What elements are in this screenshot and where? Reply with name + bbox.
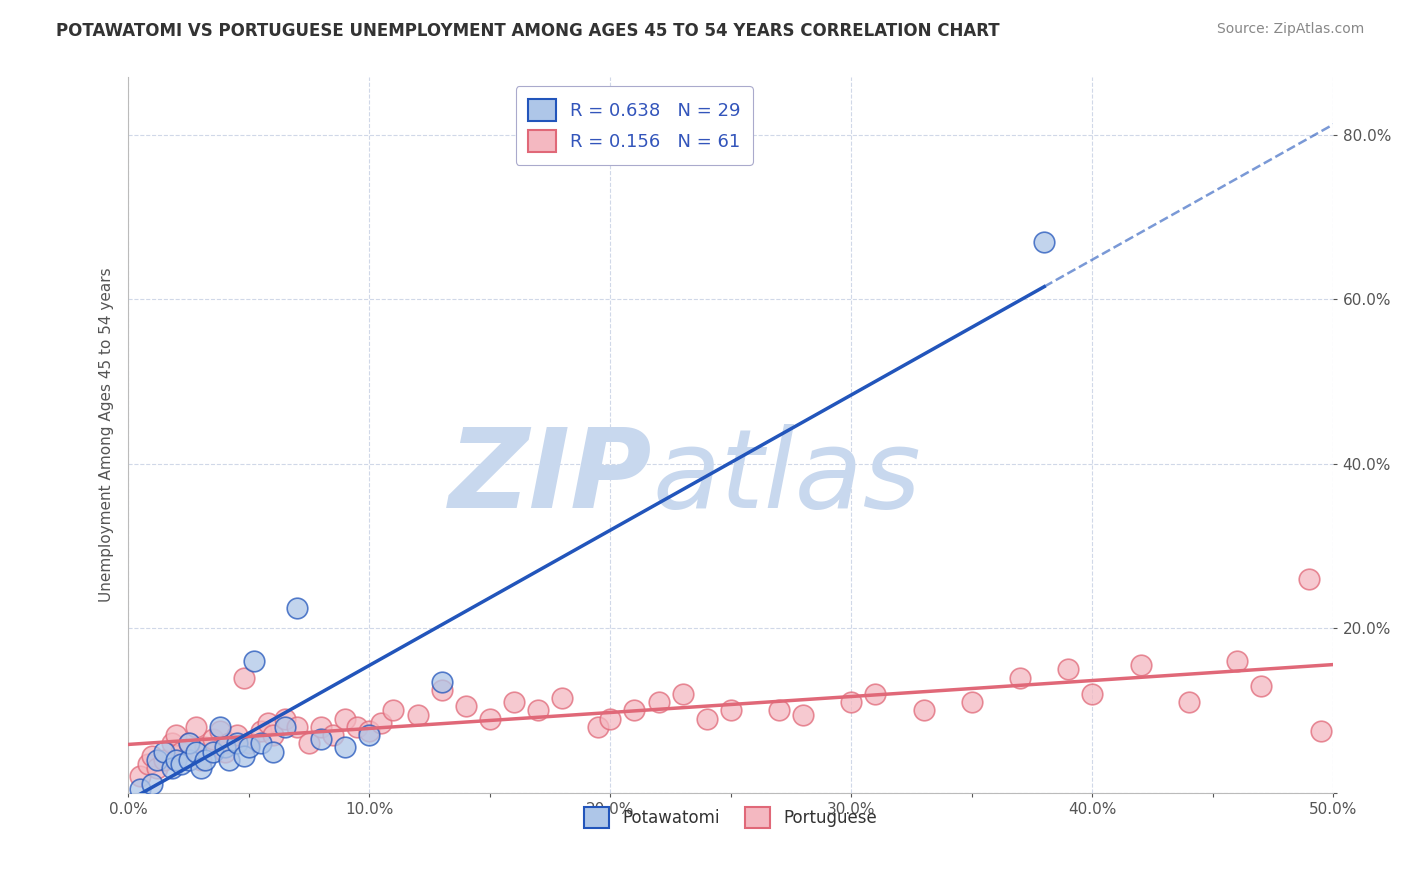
Point [146, 761, 169, 775]
Point [503, 695, 526, 709]
Point [177, 736, 200, 750]
Point [841, 695, 863, 709]
Point [1081, 687, 1104, 701]
Point [599, 712, 621, 726]
Point [201, 732, 224, 747]
Point [406, 707, 429, 722]
Point [233, 671, 256, 685]
Text: atlas: atlas [652, 425, 921, 532]
Point [430, 674, 453, 689]
Point [225, 728, 247, 742]
Point [153, 753, 176, 767]
Point [551, 691, 574, 706]
Text: Source: ZipAtlas.com: Source: ZipAtlas.com [1216, 22, 1364, 37]
Point [238, 740, 260, 755]
Point [170, 745, 193, 759]
Point [177, 736, 200, 750]
Point [1129, 658, 1152, 673]
Point [218, 736, 240, 750]
Point [309, 732, 332, 747]
Point [285, 720, 308, 734]
Point [166, 728, 188, 742]
Point [720, 703, 742, 717]
Point [225, 736, 247, 750]
Point [129, 781, 152, 796]
Point [478, 712, 501, 726]
Point [274, 712, 297, 726]
Point [250, 724, 273, 739]
Point [146, 753, 169, 767]
Point [218, 753, 240, 767]
Point [208, 720, 231, 734]
Point [177, 753, 200, 767]
Point [370, 715, 392, 730]
Point [912, 703, 935, 717]
Point [170, 756, 193, 771]
Point [214, 745, 236, 759]
Point [1226, 654, 1249, 668]
Point [129, 769, 152, 783]
Point [184, 745, 207, 759]
Point [309, 720, 332, 734]
Point [257, 715, 280, 730]
Point [359, 724, 381, 739]
Point [359, 728, 381, 742]
Point [1298, 572, 1320, 586]
Point [1033, 235, 1056, 249]
Point [190, 761, 212, 775]
Point [262, 728, 284, 742]
Point [250, 736, 273, 750]
Point [153, 745, 176, 759]
Point [647, 695, 669, 709]
Point [454, 699, 477, 714]
Point [184, 720, 207, 734]
Point [194, 753, 217, 767]
Point [382, 703, 405, 717]
Y-axis label: Unemployment Among Ages 45 to 54 years: Unemployment Among Ages 45 to 54 years [100, 268, 114, 602]
Point [335, 712, 357, 726]
Point [527, 703, 550, 717]
Text: POTAWATOMI VS PORTUGUESE UNEMPLOYMENT AMONG AGES 45 TO 54 YEARS CORRELATION CHAR: POTAWATOMI VS PORTUGUESE UNEMPLOYMENT AM… [56, 22, 1000, 40]
Point [322, 728, 344, 742]
Legend: Potawatomi, Portuguese: Potawatomi, Portuguese [578, 801, 884, 834]
Point [141, 777, 163, 791]
Point [238, 736, 260, 750]
Point [1057, 662, 1080, 676]
Point [194, 740, 217, 755]
Point [274, 720, 297, 734]
Point [136, 756, 159, 771]
Point [792, 707, 814, 722]
Point [430, 682, 453, 697]
Point [201, 745, 224, 759]
Point [672, 687, 695, 701]
Point [160, 736, 183, 750]
Point [1250, 679, 1272, 693]
Point [1178, 695, 1201, 709]
Point [208, 724, 231, 739]
Point [588, 720, 610, 734]
Point [141, 748, 163, 763]
Point [346, 720, 368, 734]
Point [696, 712, 718, 726]
Point [298, 736, 321, 750]
Point [865, 687, 887, 701]
Point [1310, 724, 1333, 739]
Point [285, 600, 308, 615]
Point [1010, 671, 1032, 685]
Point [214, 740, 236, 755]
Point [160, 761, 183, 775]
Point [768, 703, 790, 717]
Point [166, 753, 188, 767]
Point [190, 753, 212, 767]
Point [335, 740, 357, 755]
Point [242, 654, 264, 668]
Point [623, 703, 645, 717]
Point [960, 695, 983, 709]
Point [262, 745, 284, 759]
Point [233, 748, 256, 763]
Text: ZIP: ZIP [449, 425, 652, 532]
